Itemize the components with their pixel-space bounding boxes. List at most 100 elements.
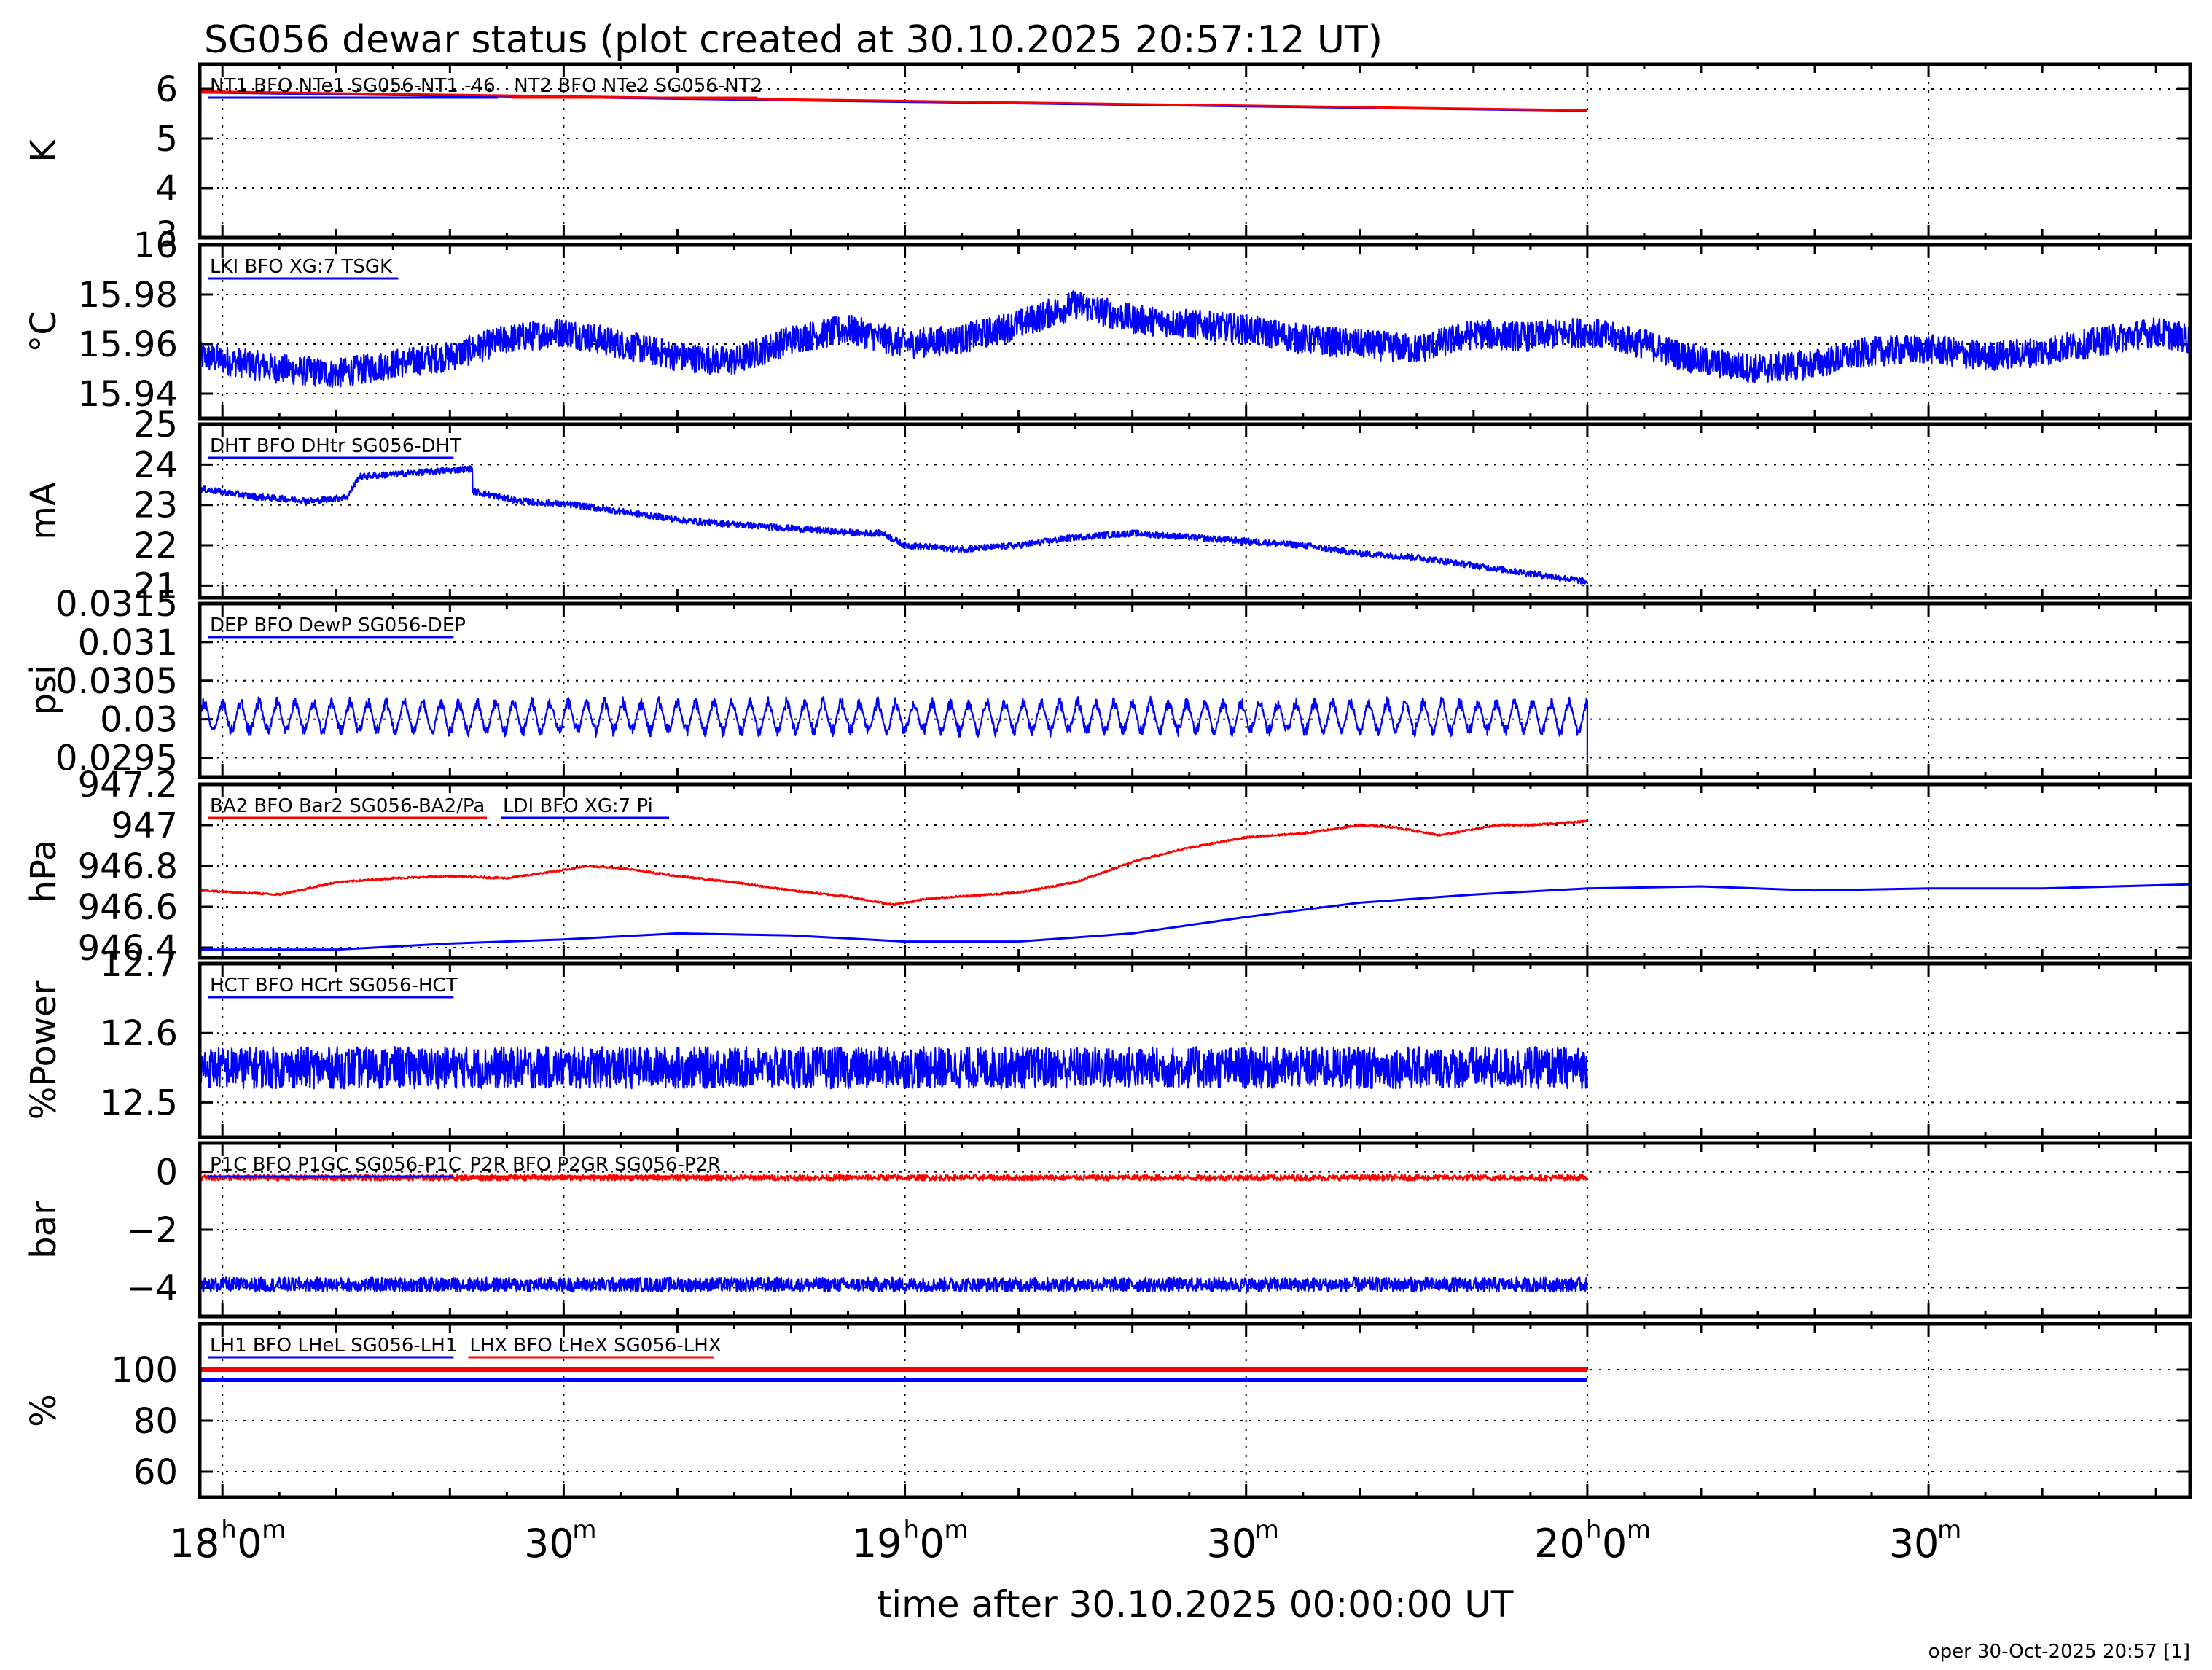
y-tick-label: 4 (155, 168, 178, 209)
y-tick-label: −4 (126, 1268, 178, 1308)
panel-1: 3 4 5 6 K NT1 BFO NTe1 SG056-NT1 -46 NT2 BFO N… (23, 62, 2192, 255)
y-tick-label: 23 (133, 485, 178, 526)
y-axis-label: K (23, 138, 64, 163)
x-tick-hour-sup: h (221, 1515, 237, 1545)
series-line (200, 290, 2190, 389)
panel-frame (198, 601, 2192, 779)
y-axis-label: psi (23, 666, 64, 716)
y-axis-label: °C (23, 311, 64, 353)
legend-entry: BA2 BFO Bar2 SG056-BA2/Pa (210, 795, 485, 817)
y-tick-label: 12.5 (100, 1082, 178, 1123)
x-tick-hour: 18 (169, 1521, 219, 1566)
y-tick-label: 22 (133, 526, 178, 566)
x-tick-minute: 0 (237, 1521, 262, 1566)
panel-frame (198, 1322, 2192, 1499)
y-tick-label: 6 (155, 69, 178, 110)
series-line (200, 90, 1587, 112)
y-tick-label: 100 (111, 1350, 178, 1391)
y-tick-label: 12.6 (100, 1013, 178, 1054)
series-line (200, 695, 1588, 762)
series-group (200, 1046, 1588, 1090)
x-tick-label: 30m (1206, 1515, 1278, 1566)
x-tick-label: 19 h 0 m (852, 1515, 969, 1566)
y-axis-label: mA (23, 482, 64, 540)
y-tick-label: 946.8 (78, 846, 178, 887)
series-group (200, 819, 2190, 951)
legend-entry: P1C BFO P1GC SG056-P1C (210, 1154, 461, 1176)
series-line (200, 1174, 1588, 1182)
panel-6: 12.5 12.6 12.7 %Power HCT BFO HCrt SG056-HCT (23, 944, 2192, 1139)
y-tick-label: 21 (133, 566, 178, 606)
x-tick-minute-sup: m (1255, 1515, 1279, 1545)
y-tick-label: 15.98 (78, 275, 178, 316)
y-tick-label: 3 (155, 214, 178, 255)
y-tick-label: 80 (133, 1401, 178, 1442)
y-tick-label: 24 (133, 445, 178, 485)
legend-entry: P2R BFO P2GR SG056-P2R (469, 1154, 721, 1176)
y-tick-label: 5 (155, 119, 178, 160)
x-tick-minute-sup: m (262, 1515, 286, 1545)
series-group (200, 90, 1587, 112)
y-tick-label: 15.96 (78, 324, 178, 365)
y-axis-label: %Power (23, 980, 64, 1120)
series-line (200, 1276, 1588, 1293)
panel-2: 15.94 15.96 15.98 16 °C LKI BFO XG:7 TSGK (23, 225, 2192, 421)
x-tick-label: 30m (1889, 1515, 1961, 1566)
x-tick-label: 20 h 0 m (1534, 1515, 1651, 1566)
y-axis-label: hPa (23, 840, 64, 903)
y-tick-label: 60 (133, 1452, 178, 1493)
y-tick-label: −2 (126, 1210, 178, 1251)
panel-frame (198, 243, 2192, 421)
legend-entry: LKI BFO XG:7 TSGK (210, 256, 393, 278)
x-tick-minute-sup: m (572, 1515, 596, 1545)
panel-8: 60 80 100% LH1 BFO LHeL SG056-LH1 LHX BFO LH… (23, 1322, 2192, 1499)
x-tick-minute: 0 (1602, 1521, 1627, 1566)
y-tick-label: 0.0295 (55, 738, 178, 779)
x-tick-minute-sup: m (1937, 1515, 1961, 1545)
panel-frame (198, 961, 2192, 1139)
y-tick-label: 15.94 (78, 374, 178, 415)
y-tick-label: 946.4 (78, 928, 178, 969)
x-tick-hour-sup: h (1586, 1515, 1602, 1545)
y-tick-label: 0 (155, 1152, 178, 1193)
legend-entry: LHX BFO LHeX SG056-LHX (469, 1335, 721, 1357)
x-tick-minute-sup: m (1627, 1515, 1651, 1545)
panel-frame (198, 62, 2192, 240)
y-tick-label: 947 (111, 805, 178, 846)
y-tick-label: 16 (133, 225, 178, 266)
panel-group: 3 4 5 6 K NT1 BFO NTe1 SG056-NT1 -46 NT2 BFO N… (23, 62, 2192, 1499)
legend-entry: NT1 BFO NTe1 SG056-NT1 -46 (210, 75, 496, 97)
chart-title: SG056 dewar status (plot created at 30.1… (204, 18, 1383, 62)
x-tick-hour-sup: h (904, 1515, 920, 1545)
x-tick-minute-sup: m (945, 1515, 969, 1545)
series-group (200, 465, 1588, 585)
panel-frame (198, 422, 2192, 600)
panel-7: −4 −2 0 bar P1C BFO P1GC SG056-P1C P2R BFO P2… (23, 1141, 2192, 1319)
y-tick-label: 947.2 (78, 765, 178, 805)
y-tick-label: 0.0305 (55, 661, 178, 702)
legend-entry: HCT BFO HCrt SG056-HCT (210, 975, 458, 996)
y-axis-label: % (23, 1394, 64, 1427)
x-tick-minute: 0 (920, 1521, 945, 1566)
x-tick-hour: 19 (852, 1521, 902, 1566)
y-tick-label: 0.031 (78, 623, 178, 663)
x-axis-label: time after 30.10.2025 00:00:00 UT (878, 1583, 1514, 1626)
legend-entry: DHT BFO DHtr SG056-DHT (210, 435, 461, 457)
series-group (200, 1174, 1588, 1293)
y-tick-label: 25 (133, 405, 178, 445)
legend-entry: NT2 BFO NTe2 SG056-NT2 (514, 75, 762, 97)
series-line (200, 465, 1588, 585)
legend-entry: LDI BFO XG:7 Pi (503, 795, 653, 817)
panel-frame (198, 1141, 2192, 1319)
y-axis-label: bar (23, 1201, 64, 1259)
series-group (200, 290, 2190, 389)
x-tick-minute: 30 (524, 1521, 574, 1566)
x-axis: 18 h 0 m 30m 19 h 0 m 30m 20 h 0 m 30m (169, 1515, 1961, 1566)
y-tick-label: 0.03 (100, 700, 178, 741)
x-tick-label: 18 h 0 m (169, 1515, 286, 1566)
x-tick-label: 30m (524, 1515, 596, 1566)
